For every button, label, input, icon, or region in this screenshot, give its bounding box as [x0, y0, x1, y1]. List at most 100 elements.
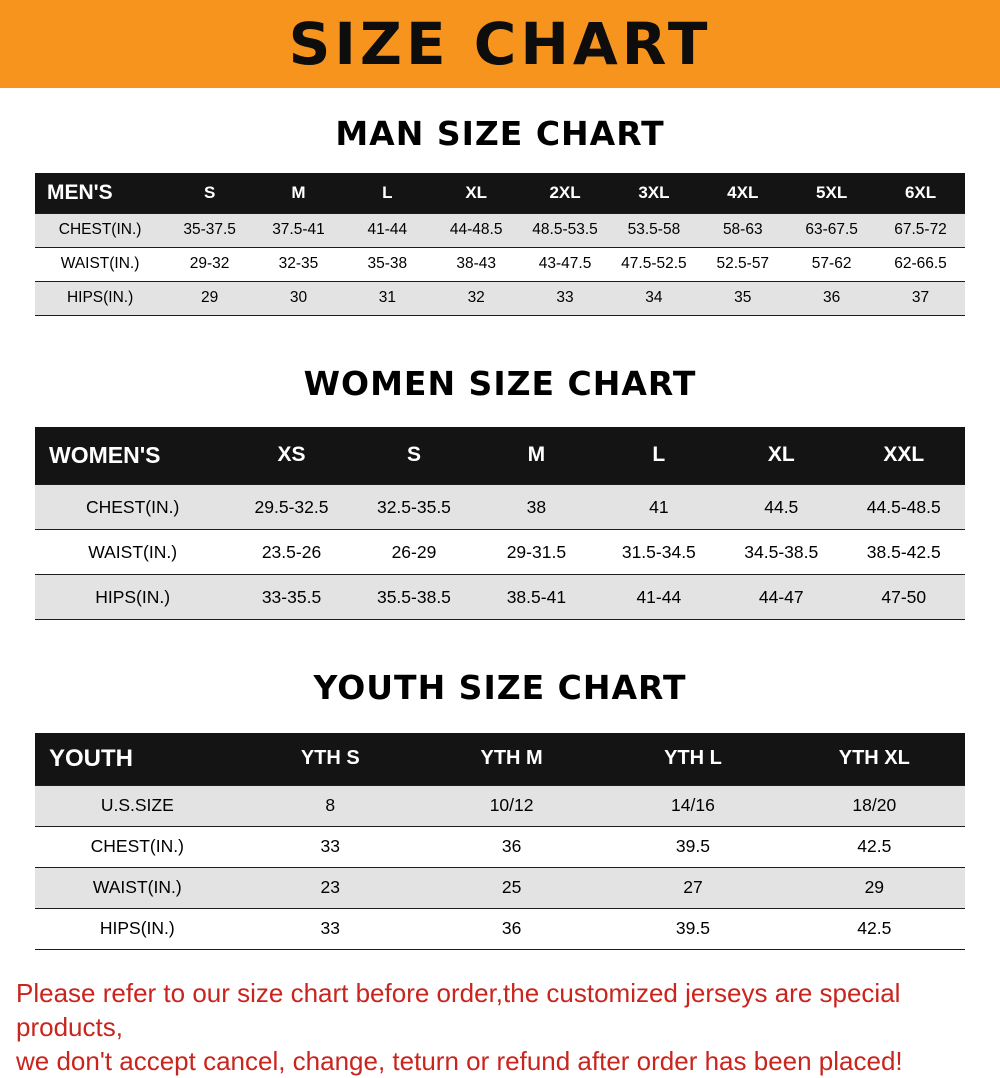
row-label-cell: U.S.SIZE: [35, 785, 240, 826]
row-label-cell: WAIST(IN.): [35, 867, 240, 908]
man-size-heading: MAN SIZE CHART: [0, 114, 1000, 153]
size-value-cell: 37.5-41: [254, 213, 343, 247]
size-column-header: L: [343, 173, 432, 213]
size-value-cell: 44.5-48.5: [842, 485, 965, 530]
women-size-heading: WOMEN SIZE CHART: [0, 364, 1000, 403]
size-column-header: M: [475, 427, 597, 485]
size-value-cell: 33-35.5: [230, 575, 352, 620]
size-column-header: 3XL: [609, 173, 698, 213]
size-value-cell: 35.5-38.5: [353, 575, 475, 620]
size-value-cell: 36: [787, 281, 876, 315]
size-column-header: XL: [432, 173, 521, 213]
size-value-cell: 57-62: [787, 247, 876, 281]
row-label-cell: HIPS(IN.): [35, 281, 165, 315]
size-value-cell: 33: [521, 281, 610, 315]
size-column-header: XL: [720, 427, 842, 485]
size-value-cell: 8: [240, 785, 421, 826]
size-value-cell: 42.5: [784, 826, 965, 867]
size-column-header: 5XL: [787, 173, 876, 213]
table-corner-label: WOMEN'S: [35, 427, 230, 485]
size-value-cell: 29: [165, 281, 254, 315]
size-value-cell: 43-47.5: [521, 247, 610, 281]
size-value-cell: 23.5-26: [230, 530, 352, 575]
size-value-cell: 44-48.5: [432, 213, 521, 247]
page-title: SIZE CHART: [289, 15, 712, 73]
size-column-header: S: [353, 427, 475, 485]
size-value-cell: 48.5-53.5: [521, 213, 610, 247]
footer-note-line1: Please refer to our size chart before or…: [16, 976, 984, 1045]
size-value-cell: 18/20: [784, 785, 965, 826]
row-label-cell: HIPS(IN.): [35, 908, 240, 949]
size-column-header: YTH M: [421, 733, 602, 785]
size-value-cell: 32-35: [254, 247, 343, 281]
size-column-header: 6XL: [876, 173, 965, 213]
size-value-cell: 41-44: [343, 213, 432, 247]
size-value-cell: 14/16: [602, 785, 783, 826]
size-column-header: 2XL: [521, 173, 610, 213]
size-value-cell: 29-31.5: [475, 530, 597, 575]
size-value-cell: 44.5: [720, 485, 842, 530]
size-value-cell: 38-43: [432, 247, 521, 281]
size-value-cell: 26-29: [353, 530, 475, 575]
row-label-cell: CHEST(IN.): [35, 213, 165, 247]
size-value-cell: 63-67.5: [787, 213, 876, 247]
size-value-cell: 47-50: [842, 575, 965, 620]
size-value-cell: 25: [421, 867, 602, 908]
size-value-cell: 23: [240, 867, 421, 908]
size-value-cell: 39.5: [602, 826, 783, 867]
size-value-cell: 35: [698, 281, 787, 315]
size-value-cell: 29-32: [165, 247, 254, 281]
size-column-header: YTH XL: [784, 733, 965, 785]
size-value-cell: 38.5-41: [475, 575, 597, 620]
size-value-cell: 38: [475, 485, 597, 530]
row-label-cell: WAIST(IN.): [35, 530, 230, 575]
size-value-cell: 41-44: [598, 575, 720, 620]
table-corner-label: YOUTH: [35, 733, 240, 785]
size-value-cell: 36: [421, 908, 602, 949]
size-column-header: XS: [230, 427, 352, 485]
footer-note-line2: we don't accept cancel, change, teturn o…: [16, 1044, 984, 1078]
size-value-cell: 58-63: [698, 213, 787, 247]
size-value-cell: 38.5-42.5: [842, 530, 965, 575]
size-value-cell: 47.5-52.5: [609, 247, 698, 281]
size-value-cell: 29.5-32.5: [230, 485, 352, 530]
size-column-header: YTH L: [602, 733, 783, 785]
size-column-header: 4XL: [698, 173, 787, 213]
size-value-cell: 62-66.5: [876, 247, 965, 281]
banner: SIZE CHART: [0, 0, 1000, 88]
row-label-cell: CHEST(IN.): [35, 485, 230, 530]
size-value-cell: 35-38: [343, 247, 432, 281]
size-value-cell: 37: [876, 281, 965, 315]
size-value-cell: 34.5-38.5: [720, 530, 842, 575]
size-column-header: L: [598, 427, 720, 485]
size-value-cell: 39.5: [602, 908, 783, 949]
size-column-header: M: [254, 173, 343, 213]
size-value-cell: 53.5-58: [609, 213, 698, 247]
size-value-cell: 29: [784, 867, 965, 908]
size-value-cell: 67.5-72: [876, 213, 965, 247]
size-value-cell: 34: [609, 281, 698, 315]
size-value-cell: 33: [240, 826, 421, 867]
size-value-cell: 35-37.5: [165, 213, 254, 247]
table-corner-label: MEN'S: [35, 173, 165, 213]
size-value-cell: 36: [421, 826, 602, 867]
size-column-header: XXL: [842, 427, 965, 485]
size-value-cell: 31.5-34.5: [598, 530, 720, 575]
size-value-cell: 44-47: [720, 575, 842, 620]
